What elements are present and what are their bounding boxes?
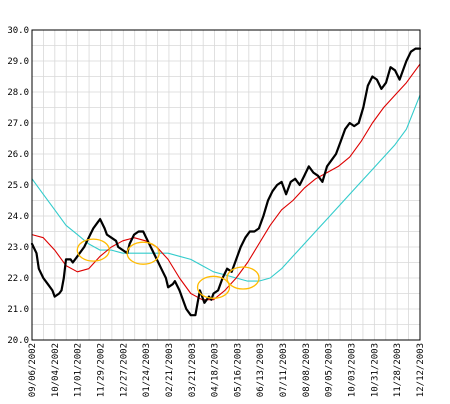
y-tick-label: 22.0: [7, 274, 29, 284]
series-line-price: [30, 47, 422, 317]
x-tick-label: 02/21/2003: [165, 343, 175, 397]
plot-border: [31, 29, 421, 341]
crossover-marker: [126, 241, 160, 265]
grid: [31, 29, 421, 341]
x-tick-label: 10/04/2002: [51, 343, 61, 397]
marker-group: [76, 238, 260, 299]
crossover-marker: [226, 266, 260, 290]
y-tick-label: 26.0: [7, 150, 29, 160]
crossover-marker: [76, 238, 110, 262]
crossover-marker: [196, 275, 231, 299]
x-tick-label: 12/12/2003: [416, 343, 426, 397]
x-tick-label: 05/16/2003: [233, 343, 243, 397]
x-tick-label: 03/21/2003: [188, 343, 198, 397]
y-tick-label: 20.0: [7, 336, 29, 346]
x-tick-label: 08/08/2003: [302, 343, 312, 397]
x-tick-label: 11/01/2002: [74, 343, 84, 397]
y-tick-label: 24.0: [7, 212, 29, 222]
x-tick-label: 04/18/2003: [211, 343, 221, 397]
x-tick-label: 10/31/2003: [370, 343, 380, 397]
y-tick-label: 25.0: [7, 181, 29, 191]
y-tick-label: 29.0: [7, 57, 29, 67]
y-tick-label: 23.0: [7, 243, 29, 253]
y-tick-label: 30.0: [7, 26, 29, 36]
x-tick-label: 07/11/2003: [279, 343, 289, 397]
x-tick-label: 11/28/2003: [393, 343, 403, 397]
y-axis-tick-labels: 20.0 21.0 22.0 23.0 24.0 25.0 26.0 27.0 28.0 29.0…: [7, 26, 29, 346]
x-tick-label: 11/29/2002: [96, 343, 106, 397]
y-tick-label: 21.0: [7, 305, 29, 315]
x-tick-label: 01/24/2003: [142, 343, 152, 397]
x-tick-label: 09/05/2003: [325, 343, 335, 397]
y-tick-label: 27.0: [7, 119, 29, 129]
y-tick-label: 28.0: [7, 88, 29, 98]
x-axis-tick-labels: 09/06/2002 10/04/2002 11/01/2002 11/29/2002…: [28, 343, 426, 397]
x-tick-label: 06/13/2003: [256, 343, 266, 397]
x-tick-label: 09/06/2002: [28, 343, 38, 397]
x-tick-label: 12/27/2002: [119, 343, 129, 397]
x-tick-label: 10/03/2003: [348, 343, 358, 397]
